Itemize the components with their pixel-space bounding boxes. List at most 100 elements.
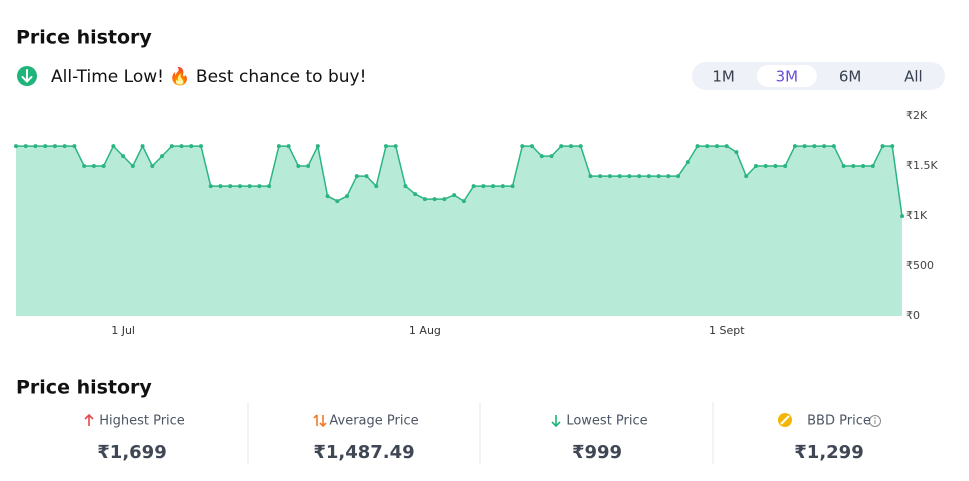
point [510,184,515,189]
point [364,174,369,179]
point [218,184,223,189]
y-tick-label: ₹0 [906,309,920,322]
tab[interactable]: 6M [839,68,862,86]
down-icon [551,415,561,428]
point [802,144,807,149]
stat-value: ₹1,487.49 [313,442,414,463]
point [471,184,476,189]
down-badge [17,66,37,86]
point [121,154,126,159]
point [442,197,447,202]
point [617,174,622,179]
point [676,174,681,179]
point [335,199,340,204]
stat-label: Lowest Price [566,414,647,429]
point [637,174,642,179]
y-tick-label: ₹500 [906,259,934,272]
point [646,174,651,179]
point [374,184,379,189]
stat-value: ₹1,699 [97,442,166,463]
point [43,144,48,149]
summary-title: Price history [16,377,152,399]
x-tick-label: 1 Aug [409,324,441,337]
x-tick-label: 1 Sept [709,324,745,337]
y-tick-label: ₹1K [906,209,928,222]
point [179,144,184,149]
avg-icon [313,414,327,428]
point [773,164,778,168]
point [861,164,866,168]
point [870,164,875,168]
bbd-icon [778,413,792,427]
point [753,164,758,168]
point [685,160,690,165]
point [160,154,165,159]
point [578,144,583,149]
point [267,184,272,189]
point [588,174,593,179]
point [72,144,77,149]
point [831,144,836,149]
info-icon[interactable] [869,415,881,427]
point [783,164,788,168]
point [315,144,320,149]
point [491,184,496,189]
point [354,174,359,179]
up-icon [84,413,94,426]
point [851,164,856,168]
point [306,164,311,168]
point [432,197,437,202]
point [900,214,904,219]
stat-label: Highest Price [99,414,185,429]
point [403,184,408,189]
point [656,174,661,179]
point [130,164,135,168]
tab-bar [692,62,945,90]
point [422,197,427,202]
point [763,164,768,168]
banner: All-Time Low! 🔥 Best chance to buy! [51,66,366,87]
point [286,144,291,149]
point [744,174,749,179]
point [237,184,242,189]
point [325,194,330,199]
point [140,144,145,149]
point [14,144,18,149]
point [91,164,96,168]
point [666,174,671,179]
point [101,164,106,168]
tab[interactable]: 1M [712,68,735,86]
point [568,144,573,149]
stat-label: BBD Price [807,414,871,429]
point [607,174,612,179]
tab[interactable]: All [904,68,923,86]
x-tick-label: 1 Jul [111,324,135,337]
point [734,150,739,155]
point [481,184,486,189]
point [247,184,252,189]
point [461,199,466,204]
stat-value: ₹1,299 [794,442,863,463]
point [257,184,262,189]
line [16,143,903,217]
point [530,144,535,149]
point [208,184,213,189]
point [345,194,350,199]
point [520,144,525,149]
point [276,144,281,149]
point [189,144,194,149]
tab[interactable]: 3M [776,68,799,86]
page-title: Price history [16,27,152,49]
point [705,144,710,149]
point [500,184,505,189]
point [169,144,174,149]
point [539,154,544,159]
point [52,144,57,149]
point [812,144,817,149]
point [627,174,632,179]
point [33,144,38,149]
point [82,164,87,168]
area [16,146,902,316]
point [598,174,603,179]
point [880,144,885,149]
